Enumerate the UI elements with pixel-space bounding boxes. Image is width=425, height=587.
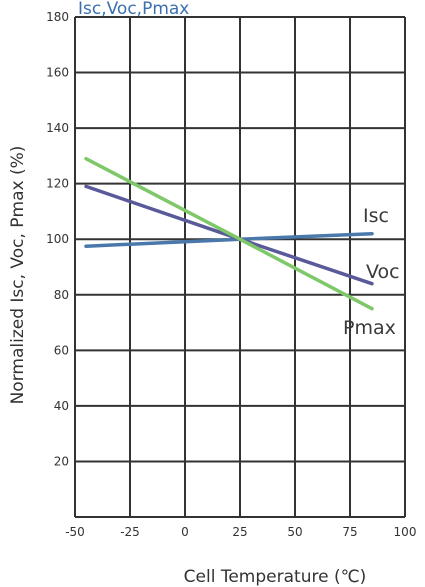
series-line-pmax: [84, 156, 374, 311]
grid: [74, 16, 406, 518]
x-tick-label: -25: [120, 525, 140, 539]
x-tick-label: 0: [181, 525, 189, 539]
y-axis-label: Normalized Isc, Voc, Pmax (%): [8, 146, 28, 405]
y-tick-label: 140: [46, 121, 69, 135]
series-label-isc: Isc: [363, 205, 389, 227]
series-labels: Isc Voc Pmax: [343, 205, 400, 339]
y-tick-label: 80: [54, 288, 69, 302]
x-tick-label: 100: [394, 525, 417, 539]
x-tick-label: 25: [232, 525, 247, 539]
x-tick-label: 50: [287, 525, 302, 539]
y-tick-label: 180: [46, 10, 69, 24]
y-tick-label: 60: [54, 343, 69, 357]
series-label-voc: Voc: [366, 261, 400, 283]
y-tick-label: 100: [46, 232, 69, 246]
y-tick-label: 160: [46, 66, 69, 80]
chart-title: Isc,Voc,Pmax: [78, 0, 189, 19]
series-label-pmax: Pmax: [343, 317, 396, 339]
y-tick-label: 40: [54, 399, 69, 413]
x-tick-label: -50: [65, 525, 85, 539]
y-tick-label: 20: [54, 454, 69, 468]
y-tick-labels: 20 40 60 80 100 120 140 160 180: [46, 10, 69, 468]
x-axis-label: Cell Temperature (℃): [184, 567, 367, 587]
series-lines: [84, 156, 374, 311]
y-tick-label: 120: [46, 177, 69, 191]
x-tick-labels: -50 -25 0 25 50 75 100: [65, 525, 416, 539]
x-tick-label: 75: [342, 525, 357, 539]
